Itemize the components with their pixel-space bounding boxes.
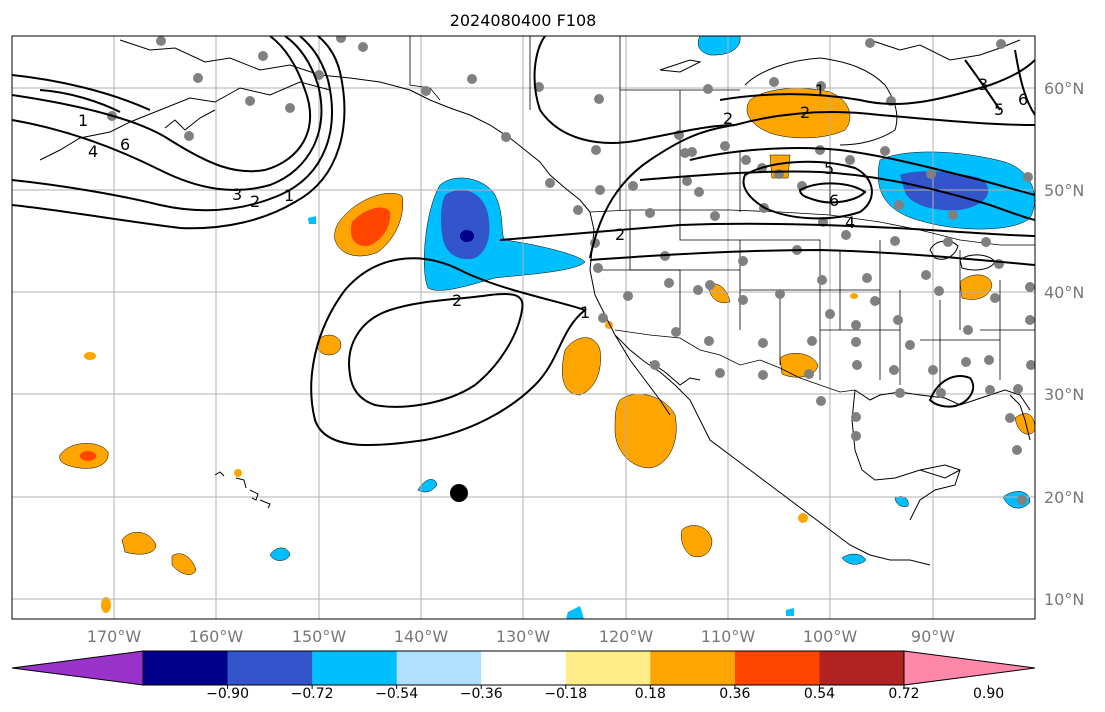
colorbar-segment bbox=[650, 651, 736, 685]
lat-tick-label: 20°N bbox=[1044, 488, 1084, 507]
contour-lines bbox=[12, 36, 1035, 447]
contour-label: 4 bbox=[88, 142, 98, 161]
map-frame bbox=[11, 35, 1036, 620]
colorbar-tick-label: 0.18 bbox=[635, 686, 666, 702]
colorbar-extend-low bbox=[12, 651, 143, 685]
contour-label: 5 bbox=[824, 159, 834, 178]
map-title: 2024080400 F108 bbox=[450, 11, 597, 30]
map-gridlines bbox=[12, 36, 1035, 619]
colorbar-tick-label: −0.36 bbox=[460, 686, 503, 702]
lon-tick-label: 90°W bbox=[911, 627, 955, 646]
colorbar-tick-label: 0.90 bbox=[973, 686, 1004, 702]
storm-center-marker bbox=[450, 484, 468, 502]
longitude-labels: 170°W 160°W 150°W 140°W 130°W 120°W 110°… bbox=[87, 627, 955, 646]
contour-label: 6 bbox=[829, 191, 839, 210]
lon-tick-label: 100°W bbox=[803, 627, 858, 646]
colorbar-segments bbox=[12, 651, 1035, 685]
map-panel: 1 6 4 3 2 1 2 1 2 2 1 5 6 4 2 3 5 6 bbox=[12, 36, 1035, 619]
lon-tick-label: 120°W bbox=[599, 627, 654, 646]
colorbar-tick-label: 0.54 bbox=[804, 686, 835, 702]
lat-tick-label: 30°N bbox=[1044, 385, 1084, 404]
lon-tick-label: 140°W bbox=[394, 627, 449, 646]
lon-tick-label: 170°W bbox=[87, 627, 142, 646]
colorbar-extend-high bbox=[904, 651, 1035, 685]
contour-label: 1 bbox=[580, 303, 590, 322]
latitude-labels: 60°N 50°N 40°N 30°N 20°N 10°N bbox=[1044, 79, 1084, 609]
lat-tick-label: 40°N bbox=[1044, 283, 1084, 302]
lon-tick-label: 160°W bbox=[189, 627, 244, 646]
colorbar-segment bbox=[565, 651, 651, 685]
lon-tick-label: 110°W bbox=[701, 627, 756, 646]
contour-label: 6 bbox=[120, 135, 130, 154]
contour-label: 2 bbox=[250, 192, 260, 211]
lat-tick-label: 60°N bbox=[1044, 79, 1084, 98]
colorbar-segment bbox=[143, 651, 229, 685]
lon-tick-label: 150°W bbox=[292, 627, 347, 646]
colorbar-tick-label: 0.36 bbox=[719, 686, 750, 702]
contour-label: 2 bbox=[800, 103, 810, 122]
colorbar-segment bbox=[396, 651, 482, 685]
colorbar-segment bbox=[227, 651, 313, 685]
contour-label: 1 bbox=[78, 111, 88, 130]
observation-dots bbox=[107, 36, 1035, 505]
lon-tick-label: 130°W bbox=[496, 627, 551, 646]
contour-label: 5 bbox=[994, 100, 1004, 119]
contour-label: 3 bbox=[232, 185, 242, 204]
contour-label: 2 bbox=[723, 109, 733, 128]
colorbar-tick-label: −0.72 bbox=[291, 686, 334, 702]
contour-label: 2 bbox=[452, 291, 462, 310]
colorbar-tick-label: 0.72 bbox=[888, 686, 919, 702]
contour-label-group: 1 6 4 3 2 1 2 1 2 2 1 5 6 4 2 3 5 6 bbox=[78, 75, 1028, 322]
colorbar-tick-label: −0.54 bbox=[375, 686, 418, 702]
colorbar-segment bbox=[312, 651, 398, 685]
contour-label: 3 bbox=[978, 75, 988, 94]
contour-label: 1 bbox=[284, 186, 294, 205]
colorbar-segment bbox=[819, 651, 905, 685]
colorbar-ticks: −0.90 −0.72 −0.54 −0.36 −0.18 0.18 0.36 0.54 0.7… bbox=[206, 685, 1004, 702]
lat-tick-label: 50°N bbox=[1044, 181, 1084, 200]
coastlines bbox=[39, 39, 1031, 566]
contour-label: 6 bbox=[1018, 90, 1028, 109]
colorbar-segment bbox=[481, 651, 567, 685]
contour-label: 4 bbox=[845, 213, 855, 232]
lat-tick-label: 10°N bbox=[1044, 590, 1084, 609]
contour-label: 1 bbox=[815, 81, 825, 100]
colorbar-frame bbox=[142, 650, 905, 686]
colorbar: −0.90 −0.72 −0.54 −0.36 −0.18 0.18 0.36 0.54 0.7… bbox=[11, 650, 1036, 702]
colorbar-segment bbox=[734, 651, 820, 685]
colorbar-tick-label: −0.90 bbox=[206, 686, 249, 702]
colorbar-tick-label: −0.18 bbox=[544, 686, 587, 702]
contour-label: 2 bbox=[615, 225, 625, 244]
political-borders bbox=[409, 36, 1035, 393]
